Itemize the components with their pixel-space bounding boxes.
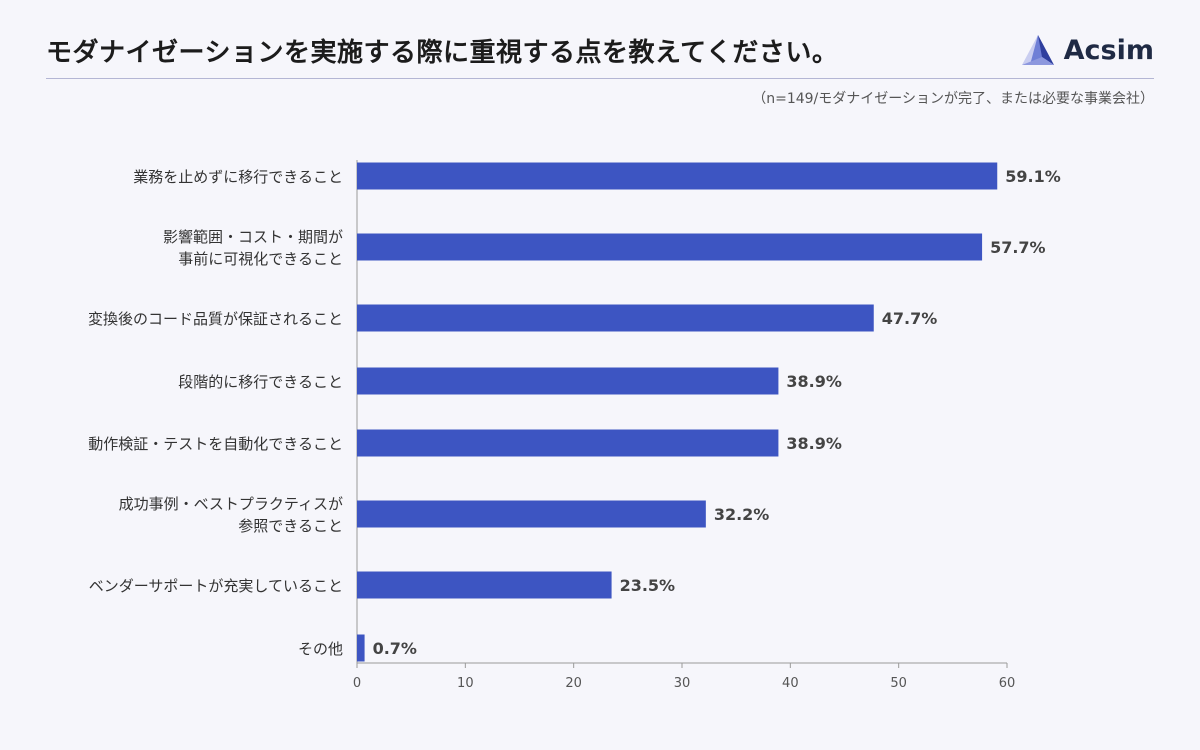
category-label-line: 影響範囲・コスト・期間が bbox=[163, 228, 343, 246]
category-label-line: ベンダーサポートが充実していること bbox=[89, 577, 343, 595]
bar-value-label: 0.7% bbox=[373, 639, 417, 658]
x-tick-label: 60 bbox=[999, 676, 1016, 691]
bar bbox=[357, 429, 779, 457]
category-label: 業務を止めずに移行できること bbox=[133, 168, 343, 186]
acsim-logo-icon bbox=[1021, 35, 1054, 65]
category-label-line: 動作検証・テストを自動化できること bbox=[88, 435, 343, 453]
category-label: その他 bbox=[298, 640, 343, 658]
page-title: モダナイゼーションを実施する際に重視する点を教えてください。 bbox=[46, 38, 839, 68]
category-label: 影響範囲・コスト・期間が事前に可視化できること bbox=[163, 228, 343, 268]
category-label: 成功事例・ベストプラクティスが参照できること bbox=[119, 495, 343, 535]
x-tick-label: 10 bbox=[457, 676, 474, 691]
category-label-line: 成功事例・ベストプラクティスが bbox=[119, 495, 343, 513]
x-tick-label: 40 bbox=[782, 676, 799, 691]
x-tick-label: 50 bbox=[890, 676, 907, 691]
category-label: 変換後のコード品質が保証されること bbox=[88, 310, 343, 328]
category-label: 段階的に移行できること bbox=[178, 373, 343, 391]
category-label-line: 段階的に移行できること bbox=[178, 373, 343, 391]
brand-logo: Acsim bbox=[1020, 30, 1154, 70]
bar bbox=[357, 634, 365, 662]
bar-value-label: 32.2% bbox=[714, 505, 770, 524]
category-label-line: 変換後のコード品質が保証されること bbox=[88, 310, 343, 328]
bar-value-label: 38.9% bbox=[786, 434, 842, 453]
x-tick-label: 20 bbox=[565, 676, 582, 691]
header: モダナイゼーションを実施する際に重視する点を教えてください。 Acsim bbox=[46, 28, 1154, 79]
category-label-line: 参照できること bbox=[238, 517, 343, 535]
x-tick-label: 0 bbox=[353, 676, 361, 691]
bar-value-label: 23.5% bbox=[620, 576, 676, 595]
category-label: ベンダーサポートが充実していること bbox=[89, 577, 343, 595]
bar bbox=[357, 367, 779, 395]
category-label-line: その他 bbox=[298, 640, 343, 658]
bar bbox=[357, 233, 983, 261]
category-label: 動作検証・テストを自動化できること bbox=[88, 435, 343, 453]
logo-text: Acsim bbox=[1063, 34, 1154, 66]
chart-subtitle: （n=149/モダナイゼーションが完了、または必要な事業会社） bbox=[752, 91, 1154, 107]
bar bbox=[357, 571, 612, 599]
bar-value-label: 38.9% bbox=[786, 372, 842, 391]
bar-value-label: 47.7% bbox=[882, 309, 938, 328]
bar bbox=[357, 162, 998, 190]
bar bbox=[357, 500, 706, 528]
category-label-line: 事前に可視化できること bbox=[178, 250, 343, 268]
category-label-line: 業務を止めずに移行できること bbox=[133, 168, 343, 186]
bar-value-label: 59.1% bbox=[1005, 167, 1061, 186]
bar bbox=[357, 304, 874, 332]
x-tick-label: 30 bbox=[674, 676, 691, 691]
bar-value-label: 57.7% bbox=[990, 238, 1046, 257]
